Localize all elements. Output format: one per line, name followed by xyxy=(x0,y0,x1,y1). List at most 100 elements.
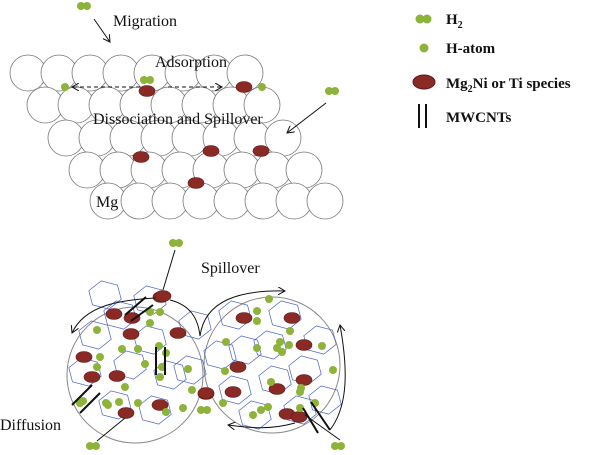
h2-molecule xyxy=(77,2,85,10)
mwcnt xyxy=(71,384,93,406)
h-atom xyxy=(329,366,337,374)
h-atom xyxy=(286,327,294,335)
h-atom xyxy=(118,345,126,353)
mwcnt xyxy=(310,401,331,431)
mwcnt xyxy=(79,392,101,414)
adsorption-label: Adsorption xyxy=(155,54,227,71)
dissociation-arrow xyxy=(287,102,327,133)
h2-path xyxy=(162,249,176,291)
h-atom xyxy=(188,386,196,394)
h2-molecule xyxy=(337,442,345,450)
h-atom xyxy=(253,307,261,315)
h-atom xyxy=(134,399,142,407)
mg-atom xyxy=(47,119,85,157)
grain xyxy=(228,335,262,365)
catalyst-particle xyxy=(154,290,172,302)
h-atom xyxy=(93,363,101,371)
h2-molecule xyxy=(203,406,211,414)
catalyst-particle xyxy=(295,339,313,351)
mg-atom xyxy=(306,182,344,220)
h-atom xyxy=(179,404,187,412)
migration-arrow xyxy=(93,18,110,42)
catalyst-particle xyxy=(252,145,270,157)
h2-path xyxy=(304,414,341,441)
catalyst-particle xyxy=(108,370,126,382)
h2-molecule xyxy=(331,442,339,450)
catalyst-particle xyxy=(138,85,156,97)
grain xyxy=(218,375,252,405)
h2-molecule xyxy=(197,406,205,414)
catalyst-particle xyxy=(187,177,205,189)
grain xyxy=(153,360,187,390)
h2-molecule xyxy=(325,87,333,95)
grain xyxy=(88,280,122,310)
h-atom xyxy=(96,353,104,361)
migration-label: Migration xyxy=(113,13,177,30)
h-atom xyxy=(297,384,305,392)
catalyst-particle xyxy=(224,386,242,398)
h2-molecule xyxy=(331,87,339,95)
h2-molecule xyxy=(146,76,154,84)
h-atom xyxy=(257,406,265,414)
catalyst-particle xyxy=(202,145,220,157)
h-atom xyxy=(253,317,261,325)
spillover-arrow-right-side xyxy=(329,325,346,431)
h-atom xyxy=(61,83,69,91)
h-atom xyxy=(318,342,326,350)
grain xyxy=(78,320,112,350)
legend-h2-icon xyxy=(415,14,432,24)
mg-atom xyxy=(68,151,106,189)
grain xyxy=(68,357,102,387)
h-atom xyxy=(249,411,257,419)
h-atom xyxy=(264,403,272,411)
grain xyxy=(103,300,137,330)
h-atom xyxy=(156,308,164,316)
h-atom xyxy=(115,398,123,406)
mg-atom xyxy=(285,151,323,189)
catalyst-particle xyxy=(197,387,215,399)
species-marks xyxy=(61,2,346,450)
catalyst-particle xyxy=(229,361,247,373)
legend-h2: H2 xyxy=(446,12,463,31)
catalyst-particle xyxy=(290,411,308,423)
catalyst-particle xyxy=(122,328,140,340)
h-atom xyxy=(146,308,154,316)
legend-mwcnt-icon xyxy=(418,104,427,128)
grain xyxy=(133,285,167,315)
catalyst-particle xyxy=(268,383,286,395)
h-atom xyxy=(141,360,149,368)
h2-path xyxy=(96,417,126,442)
spillover-label: Spillover xyxy=(201,260,260,277)
grain xyxy=(253,330,287,360)
h-atom xyxy=(285,341,293,349)
mg-atom xyxy=(9,54,47,92)
mwcnt xyxy=(130,304,154,322)
spillover-arrow-left-particle xyxy=(72,297,156,333)
catalyst-particle xyxy=(283,312,301,324)
catalyst-particle xyxy=(105,308,123,320)
legend: H2 H-atom Mg2Ni or Ti species MWCNTs xyxy=(412,12,571,128)
grain xyxy=(308,385,342,415)
spillover-arrow-across xyxy=(169,291,285,337)
h-atom xyxy=(76,399,84,407)
catalyst-particle xyxy=(132,151,150,163)
h-atom xyxy=(121,383,129,391)
catalyst-particle xyxy=(235,312,253,324)
h-atom xyxy=(253,344,261,352)
h-atom xyxy=(93,326,101,334)
grain xyxy=(98,390,132,420)
h-atom xyxy=(162,408,170,416)
h-atom xyxy=(273,344,281,352)
catalyst-particle xyxy=(151,399,169,411)
catalyst-particle xyxy=(169,327,187,339)
catalyst-particle xyxy=(75,351,93,363)
mg-atom xyxy=(26,86,64,124)
h-atom xyxy=(222,338,230,346)
h-atom xyxy=(184,365,192,373)
h-atom xyxy=(219,399,227,407)
catalyst-particle xyxy=(117,407,135,419)
h-atom xyxy=(221,367,229,375)
h2-molecule xyxy=(169,239,177,247)
